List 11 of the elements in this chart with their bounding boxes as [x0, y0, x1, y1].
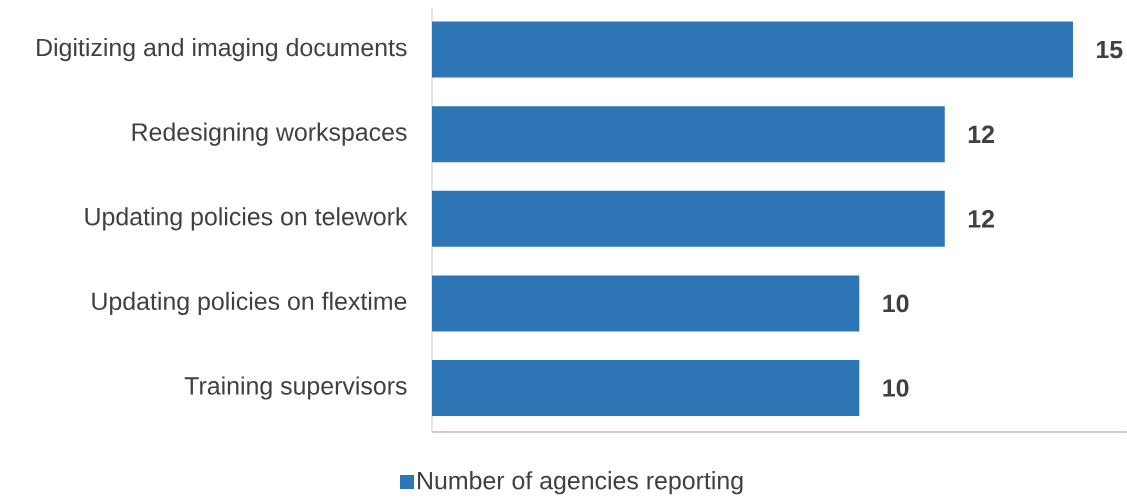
y-tick-label: Digitizing and imaging documents	[37, 37, 407, 62]
data-label: 10	[883, 379, 909, 397]
y-tick-label: Updating policies on telework	[85, 207, 408, 231]
legend-label: Number of agencies reporting	[418, 471, 743, 495]
data-label: 10	[883, 294, 909, 313]
data-label: 12	[968, 210, 994, 228]
y-tick-label: Updating policies on flextime	[92, 291, 407, 316]
data-label: 12	[968, 125, 994, 143]
y-tick-label: Redesigning workspaces	[132, 122, 407, 146]
y-tick-label: Training supervisors	[184, 376, 407, 400]
data-label: 15	[1097, 40, 1123, 59]
